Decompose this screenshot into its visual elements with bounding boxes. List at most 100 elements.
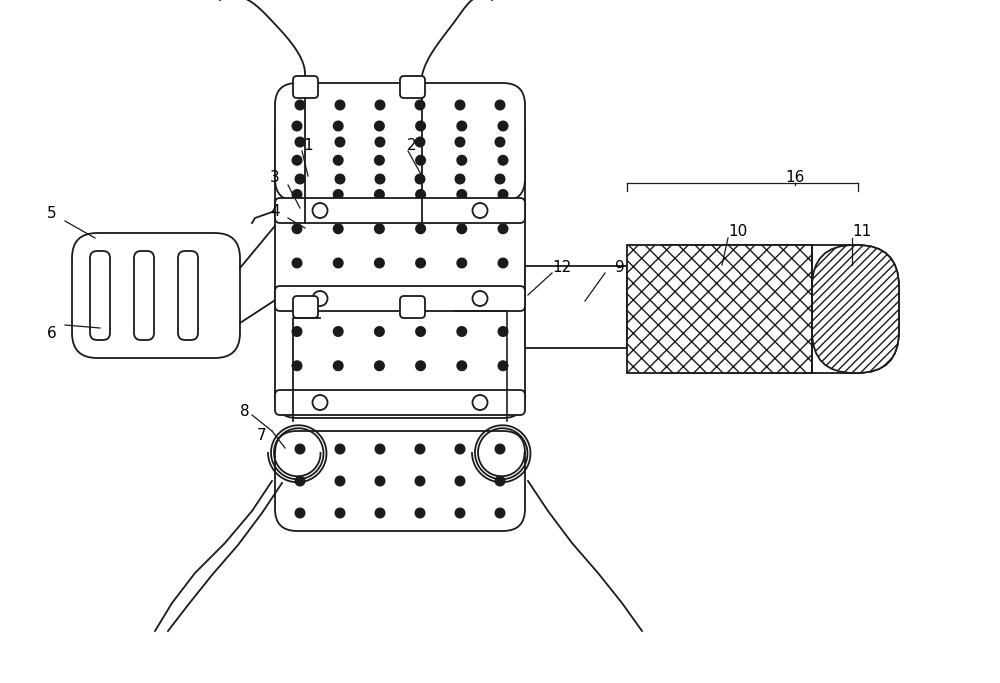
Circle shape bbox=[375, 121, 384, 131]
Circle shape bbox=[375, 100, 385, 110]
Circle shape bbox=[335, 174, 345, 184]
FancyBboxPatch shape bbox=[627, 245, 899, 373]
Circle shape bbox=[457, 121, 467, 131]
Circle shape bbox=[292, 121, 302, 131]
Circle shape bbox=[295, 174, 305, 184]
Text: 3: 3 bbox=[270, 171, 280, 186]
Circle shape bbox=[498, 395, 508, 405]
Circle shape bbox=[498, 258, 508, 268]
Circle shape bbox=[333, 190, 343, 199]
Circle shape bbox=[416, 292, 425, 302]
Text: 11: 11 bbox=[852, 223, 872, 238]
Circle shape bbox=[415, 174, 425, 184]
Circle shape bbox=[375, 224, 384, 234]
Circle shape bbox=[333, 121, 343, 131]
FancyBboxPatch shape bbox=[293, 76, 318, 98]
Circle shape bbox=[375, 190, 384, 199]
Circle shape bbox=[457, 224, 467, 234]
Circle shape bbox=[333, 156, 343, 165]
Circle shape bbox=[457, 258, 467, 268]
Circle shape bbox=[375, 174, 385, 184]
Circle shape bbox=[312, 203, 328, 218]
Circle shape bbox=[457, 190, 467, 199]
Circle shape bbox=[498, 292, 508, 302]
Circle shape bbox=[473, 203, 488, 218]
FancyBboxPatch shape bbox=[90, 251, 110, 340]
Circle shape bbox=[455, 174, 465, 184]
Circle shape bbox=[416, 258, 425, 268]
Circle shape bbox=[333, 258, 343, 268]
Circle shape bbox=[292, 156, 302, 165]
Circle shape bbox=[457, 395, 467, 405]
Circle shape bbox=[295, 508, 305, 518]
Circle shape bbox=[455, 137, 465, 147]
Circle shape bbox=[312, 395, 328, 410]
Circle shape bbox=[375, 326, 384, 336]
Circle shape bbox=[498, 224, 508, 234]
Circle shape bbox=[455, 508, 465, 518]
Circle shape bbox=[292, 258, 302, 268]
FancyBboxPatch shape bbox=[275, 108, 525, 418]
FancyBboxPatch shape bbox=[812, 245, 899, 373]
Circle shape bbox=[333, 292, 343, 302]
FancyBboxPatch shape bbox=[275, 286, 525, 311]
Circle shape bbox=[375, 156, 384, 165]
Circle shape bbox=[457, 361, 467, 371]
Text: 4: 4 bbox=[270, 204, 280, 219]
Circle shape bbox=[416, 326, 425, 336]
Circle shape bbox=[415, 100, 425, 110]
Circle shape bbox=[415, 444, 425, 454]
Circle shape bbox=[416, 156, 425, 165]
Circle shape bbox=[335, 444, 345, 454]
Circle shape bbox=[473, 395, 488, 410]
Circle shape bbox=[292, 395, 302, 405]
FancyBboxPatch shape bbox=[178, 251, 198, 340]
Circle shape bbox=[473, 291, 488, 306]
Text: 6: 6 bbox=[47, 326, 57, 341]
Circle shape bbox=[415, 508, 425, 518]
Text: 8: 8 bbox=[240, 404, 250, 419]
Circle shape bbox=[498, 190, 508, 199]
Circle shape bbox=[333, 395, 343, 405]
Bar bbox=[525, 266, 627, 348]
FancyBboxPatch shape bbox=[400, 296, 425, 318]
Circle shape bbox=[375, 361, 384, 371]
Circle shape bbox=[295, 137, 305, 147]
FancyBboxPatch shape bbox=[400, 76, 425, 98]
Circle shape bbox=[375, 476, 385, 486]
Circle shape bbox=[312, 291, 328, 306]
Circle shape bbox=[333, 326, 343, 336]
Circle shape bbox=[416, 121, 425, 131]
Text: 1: 1 bbox=[303, 137, 313, 152]
Circle shape bbox=[455, 100, 465, 110]
Circle shape bbox=[495, 444, 505, 454]
Circle shape bbox=[375, 508, 385, 518]
FancyBboxPatch shape bbox=[293, 296, 318, 318]
FancyBboxPatch shape bbox=[275, 390, 525, 415]
Text: 9: 9 bbox=[615, 260, 625, 275]
Circle shape bbox=[495, 476, 505, 486]
Circle shape bbox=[416, 395, 425, 405]
FancyBboxPatch shape bbox=[275, 83, 525, 201]
Circle shape bbox=[416, 361, 425, 371]
Circle shape bbox=[375, 137, 385, 147]
Circle shape bbox=[416, 224, 425, 234]
Circle shape bbox=[457, 156, 467, 165]
Circle shape bbox=[457, 292, 467, 302]
Circle shape bbox=[333, 361, 343, 371]
Circle shape bbox=[455, 476, 465, 486]
Circle shape bbox=[292, 292, 302, 302]
Circle shape bbox=[375, 292, 384, 302]
Circle shape bbox=[375, 258, 384, 268]
Text: 12: 12 bbox=[552, 260, 572, 275]
Circle shape bbox=[333, 224, 343, 234]
FancyBboxPatch shape bbox=[275, 198, 525, 223]
Bar bbox=[627, 245, 812, 373]
Circle shape bbox=[292, 361, 302, 371]
Circle shape bbox=[495, 137, 505, 147]
Circle shape bbox=[495, 508, 505, 518]
Text: 10: 10 bbox=[728, 223, 748, 238]
Circle shape bbox=[495, 100, 505, 110]
Text: 2: 2 bbox=[407, 137, 417, 152]
Circle shape bbox=[335, 137, 345, 147]
